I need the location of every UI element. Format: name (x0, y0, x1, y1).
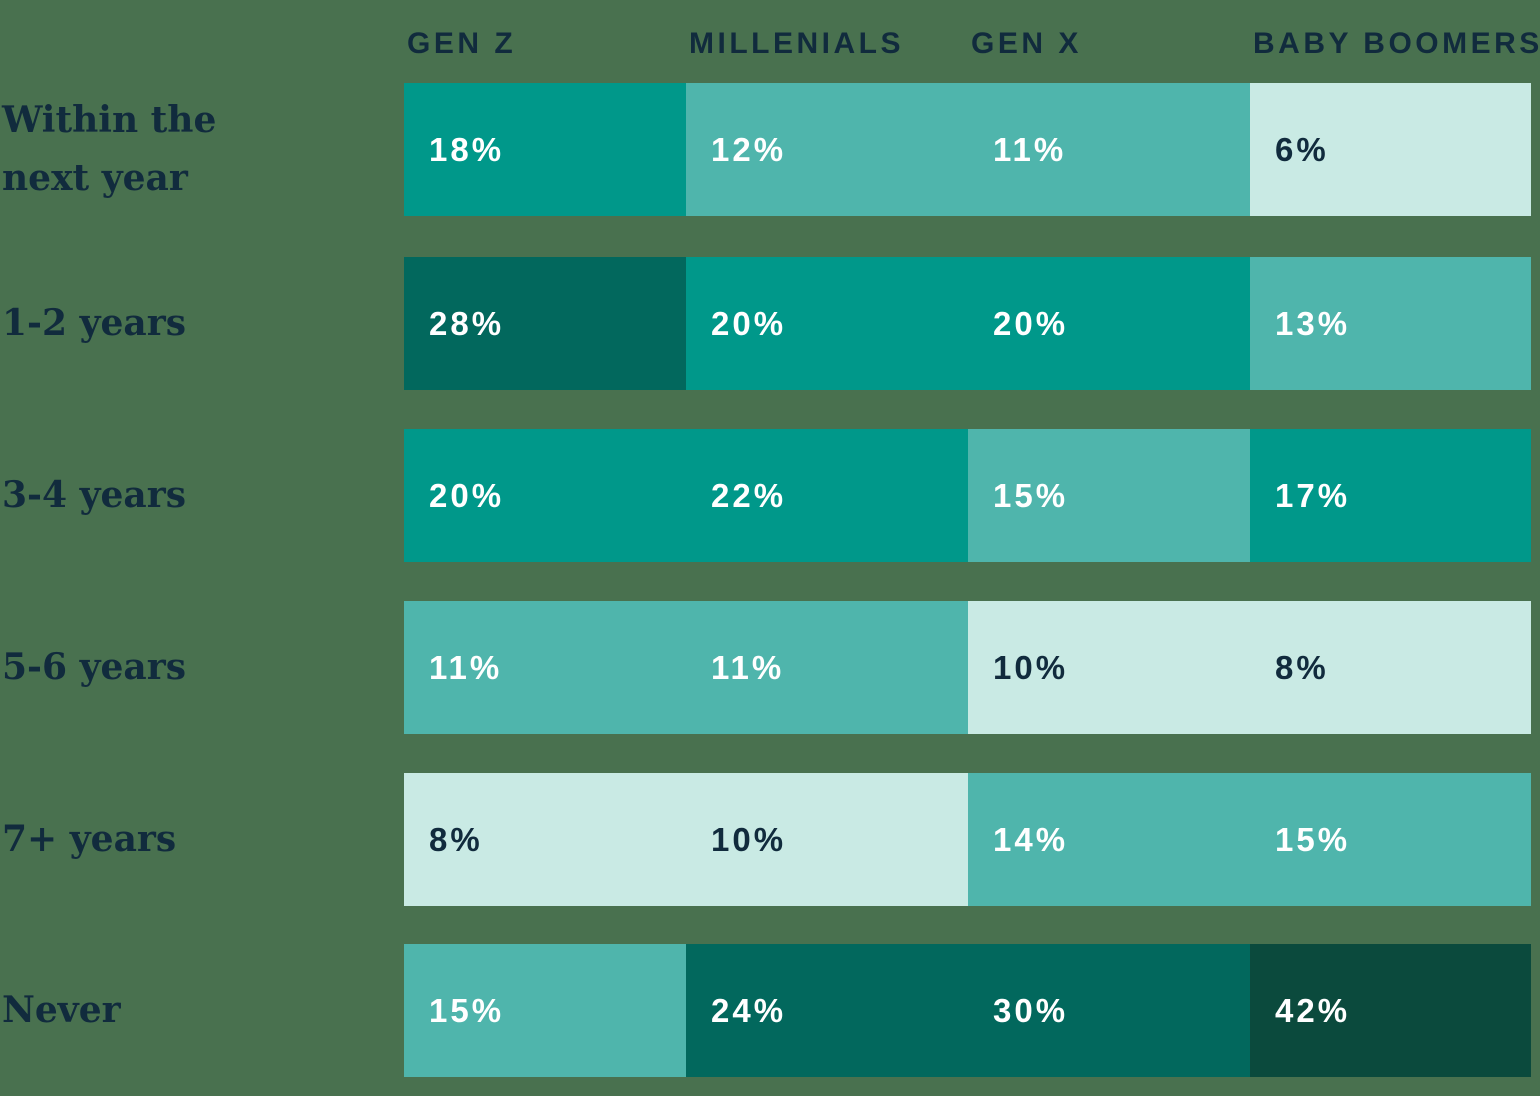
row-label: Within the next year (2, 98, 217, 199)
heatmap-cell: 15% (1250, 773, 1531, 906)
heatmap-cell: 8% (1250, 601, 1531, 734)
heatmap-cell: 11% (968, 83, 1250, 216)
cell-value: 6% (1275, 130, 1329, 168)
cell-value: 20% (993, 304, 1069, 342)
heatmap-cell: 10% (686, 773, 968, 906)
column-header-baby-boomers: BABY BOOMERS (1253, 27, 1540, 60)
cell-value: 14% (993, 820, 1069, 858)
cell-value: 22% (711, 476, 787, 514)
heatmap-cell: 42% (1250, 944, 1531, 1077)
row-label: 7+ years (2, 817, 177, 860)
column-header-millenials: MILLENIALS (689, 27, 904, 60)
heatmap-cell: 20% (968, 257, 1250, 390)
heatmap-cell: 18% (404, 83, 686, 216)
heatmap-cell: 13% (1250, 257, 1531, 390)
heatmap-row: Within the next year 18% 12% 11% 6% (0, 83, 1531, 216)
cell-value: 17% (1275, 476, 1351, 514)
column-header-gen-x: GEN X (971, 27, 1082, 60)
cell-value: 8% (429, 820, 483, 858)
heatmap-row: 3-4 years 20% 22% 15% 17% (0, 429, 1531, 562)
heatmap-row: 7+ years 8% 10% 14% 15% (0, 773, 1531, 906)
cell-value: 11% (711, 648, 785, 686)
heatmap-cell: 15% (404, 944, 686, 1077)
heatmap-cell: 6% (1250, 83, 1531, 216)
cell-value: 15% (1275, 820, 1351, 858)
cell-value: 20% (429, 476, 505, 514)
cell-value: 10% (711, 820, 787, 858)
cell-value: 13% (1275, 304, 1351, 342)
cell-value: 28% (429, 304, 505, 342)
heatmap-cell: 30% (968, 944, 1250, 1077)
column-headers: GEN Z MILLENIALS GEN X BABY BOOMERS (0, 27, 1540, 61)
heatmap-cell: 20% (404, 429, 686, 562)
cell-value: 15% (429, 991, 505, 1029)
heatmap-cell: 11% (404, 601, 686, 734)
cell-value: 8% (1275, 648, 1329, 686)
cell-value: 20% (711, 304, 787, 342)
heatmap-cell: 20% (686, 257, 968, 390)
heatmap-cell: 10% (968, 601, 1250, 734)
heatmap-cell: 14% (968, 773, 1250, 906)
cell-value: 12% (711, 130, 787, 168)
cell-value: 42% (1275, 991, 1351, 1029)
heatmap-row: 5-6 years 11% 11% 10% 8% (0, 601, 1531, 734)
row-label: 5-6 years (2, 645, 186, 688)
heatmap-cell: 8% (404, 773, 686, 906)
heatmap-cell: 12% (686, 83, 968, 216)
heatmap-cell: 22% (686, 429, 968, 562)
row-label: 1-2 years (2, 301, 186, 344)
row-label: Never (2, 988, 121, 1031)
cell-value: 11% (993, 130, 1067, 168)
heatmap-cell: 28% (404, 257, 686, 390)
row-label: 3-4 years (2, 473, 186, 516)
cell-value: 30% (993, 991, 1069, 1029)
header-spacer (0, 27, 404, 61)
cell-value: 24% (711, 991, 787, 1029)
heatmap-cell: 24% (686, 944, 968, 1077)
heatmap-cell: 17% (1250, 429, 1531, 562)
heatmap-row: Never 15% 24% 30% 42% (0, 944, 1531, 1077)
cell-value: 18% (429, 130, 505, 168)
heatmap-row: 1-2 years 28% 20% 20% 13% (0, 257, 1531, 390)
cell-value: 15% (993, 476, 1069, 514)
heatmap-cell: 15% (968, 429, 1250, 562)
heatmap-cell: 11% (686, 601, 968, 734)
cell-value: 10% (993, 648, 1069, 686)
cell-value: 11% (429, 648, 503, 686)
column-header-gen-z: GEN Z (407, 27, 517, 60)
